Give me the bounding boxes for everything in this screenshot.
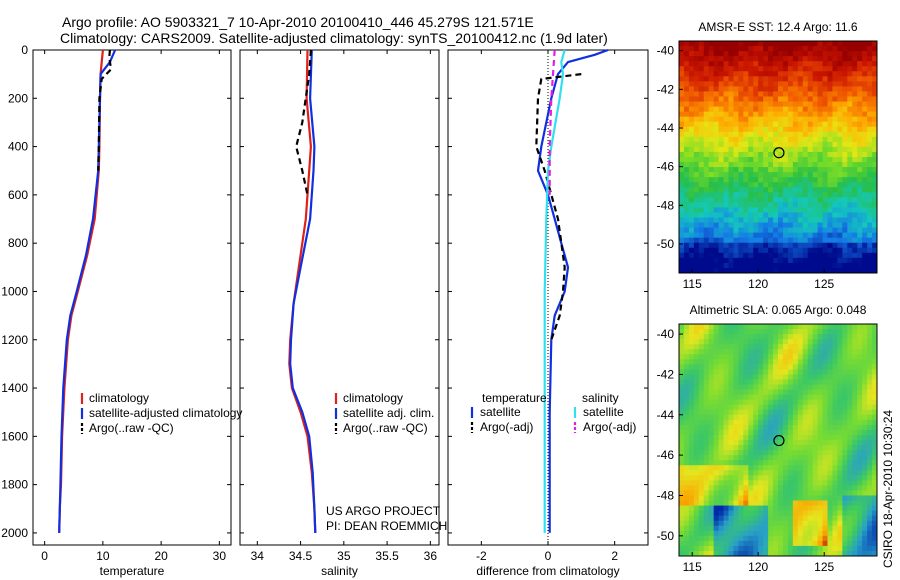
side-timestamp-label: CSIRO 18-Apr-2010 10:30:24 — [881, 410, 895, 568]
x-tick-label: 125 — [814, 277, 834, 291]
y-tick-label: -44 — [657, 121, 675, 135]
y-tick-label: 200 — [8, 91, 28, 105]
y-tick-label: -46 — [657, 448, 675, 462]
legend-entry: satellite-adjusted climatology — [89, 406, 242, 420]
y-tick-label: 1400 — [1, 381, 28, 395]
x-tick-label: 35.5 — [375, 549, 399, 563]
title-line-2: Climatology: CARS2009. Satellite-adjuste… — [60, 30, 608, 46]
y-tick-label: 400 — [8, 140, 28, 154]
x-tick-label: -2 — [476, 549, 487, 563]
argo-position-marker — [773, 434, 785, 447]
sla-map-cells — [679, 324, 877, 556]
x-tick-label: 0 — [41, 549, 48, 563]
series-line-climatology — [58, 49, 104, 533]
sla-map: Altimetric SLA: 0.065 Argo: 0.048 115 120 1… — [657, 303, 878, 574]
legend-entry: climatology — [89, 391, 149, 405]
y-tick-label: -50 — [657, 237, 675, 251]
y-tick-label: 1000 — [1, 284, 28, 298]
legend-entry: Argo(..raw -QC) — [89, 421, 174, 435]
x-tick-label: 30 — [213, 549, 227, 563]
y-tick-label: 1800 — [1, 478, 28, 492]
legend-entry: Argo(..raw -QC) — [343, 421, 428, 435]
legend-title-temperature: temperature — [482, 391, 547, 405]
series-line-satellite-adjusted-climatology — [58, 49, 117, 533]
map-title: AMSR-E SST: 12.4 Argo: 11.6 — [698, 20, 858, 34]
y-tick-label: -48 — [657, 488, 675, 502]
legend-entry: satellite — [480, 405, 521, 419]
legend-entry: Argo(-adj) — [480, 420, 533, 434]
credit-line-2: PI: DEAN ROEMMICH — [326, 519, 447, 533]
y-tick-label: -50 — [657, 529, 675, 543]
y-tick-label: -48 — [657, 198, 675, 212]
legend-entry: satellite adj. clim. — [343, 406, 434, 420]
series-line-argo-raw-qc- — [295, 49, 312, 196]
y-tick-label: -42 — [657, 367, 675, 381]
y-tick-label: -44 — [657, 408, 675, 422]
sst-map: AMSR-E SST: 12.4 Argo: 11.6 115 120 125 -40 -… — [657, 20, 878, 291]
x-axis-label: temperature — [100, 564, 165, 578]
x-tick-label: 35 — [337, 549, 351, 563]
x-axis-label: difference from climatology — [476, 564, 619, 578]
legend-title-salinity: salinity — [582, 391, 619, 405]
temperature-panel-frame — [32, 49, 232, 546]
legend-entry: satellite — [583, 405, 624, 419]
title-line-1: Argo profile: AO 5903321_7 10-Apr-2010 2… — [62, 14, 534, 30]
x-tick-label: 120 — [748, 277, 768, 291]
temperature-panel: 0 10 20 30 0 200 400 600 800 1000 1200 1400 1600 1800… — [1, 43, 242, 578]
series-line-argo-raw-qc- — [97, 49, 113, 171]
y-tick-label: -40 — [657, 44, 675, 58]
sst-map-cells — [679, 41, 877, 273]
x-tick-label: 115 — [683, 277, 702, 291]
y-tick-label: -42 — [657, 82, 675, 96]
x-tick-label: 36 — [424, 549, 438, 563]
x-tick-label: 125 — [814, 560, 834, 574]
series-line-argo-adj- — [548, 49, 556, 195]
sst-map-frame — [678, 40, 878, 274]
credit-line-1: US ARGO PROJECT — [326, 504, 441, 518]
argo-position-marker — [773, 147, 785, 159]
plots-group: 0 10 20 30020040060080010001200140016001800… — [1, 20, 878, 578]
series-line-satellite-adj-clim- — [289, 49, 317, 533]
y-tick-label: 1200 — [1, 333, 28, 347]
x-tick-label: 20 — [154, 549, 168, 563]
y-tick-label: 0 — [21, 43, 28, 57]
x-tick-label: 120 — [748, 560, 768, 574]
x-tick-label: 34 — [251, 549, 265, 563]
map-title: Altimetric SLA: 0.065 Argo: 0.048 — [690, 303, 867, 317]
salinity-panel-frame — [239, 49, 440, 546]
x-tick-label: 115 — [683, 560, 702, 574]
x-tick-label: 34.5 — [289, 549, 313, 563]
x-tick-label: 2 — [611, 549, 618, 563]
x-tick-label: 10 — [96, 549, 110, 563]
y-tick-label: 600 — [8, 188, 28, 202]
salinity-panel: 34 34.5 35 35.5 36 salinity climatologysatelli… — [239, 49, 440, 578]
legend-entry: climatology — [343, 391, 403, 405]
series-line-argo-adj- — [535, 73, 582, 341]
y-tick-label: -40 — [657, 327, 675, 341]
sla-map-frame — [678, 323, 878, 557]
series-line-satellite — [543, 49, 566, 533]
x-axis-label: salinity — [321, 564, 358, 578]
y-tick-label: 800 — [8, 236, 28, 250]
legend-entry: Argo(-adj) — [583, 420, 636, 434]
y-tick-label: 1600 — [1, 429, 28, 443]
x-tick-label: 0 — [545, 549, 552, 563]
y-tick-label: -46 — [657, 160, 675, 174]
y-tick-label: 2000 — [1, 526, 28, 540]
